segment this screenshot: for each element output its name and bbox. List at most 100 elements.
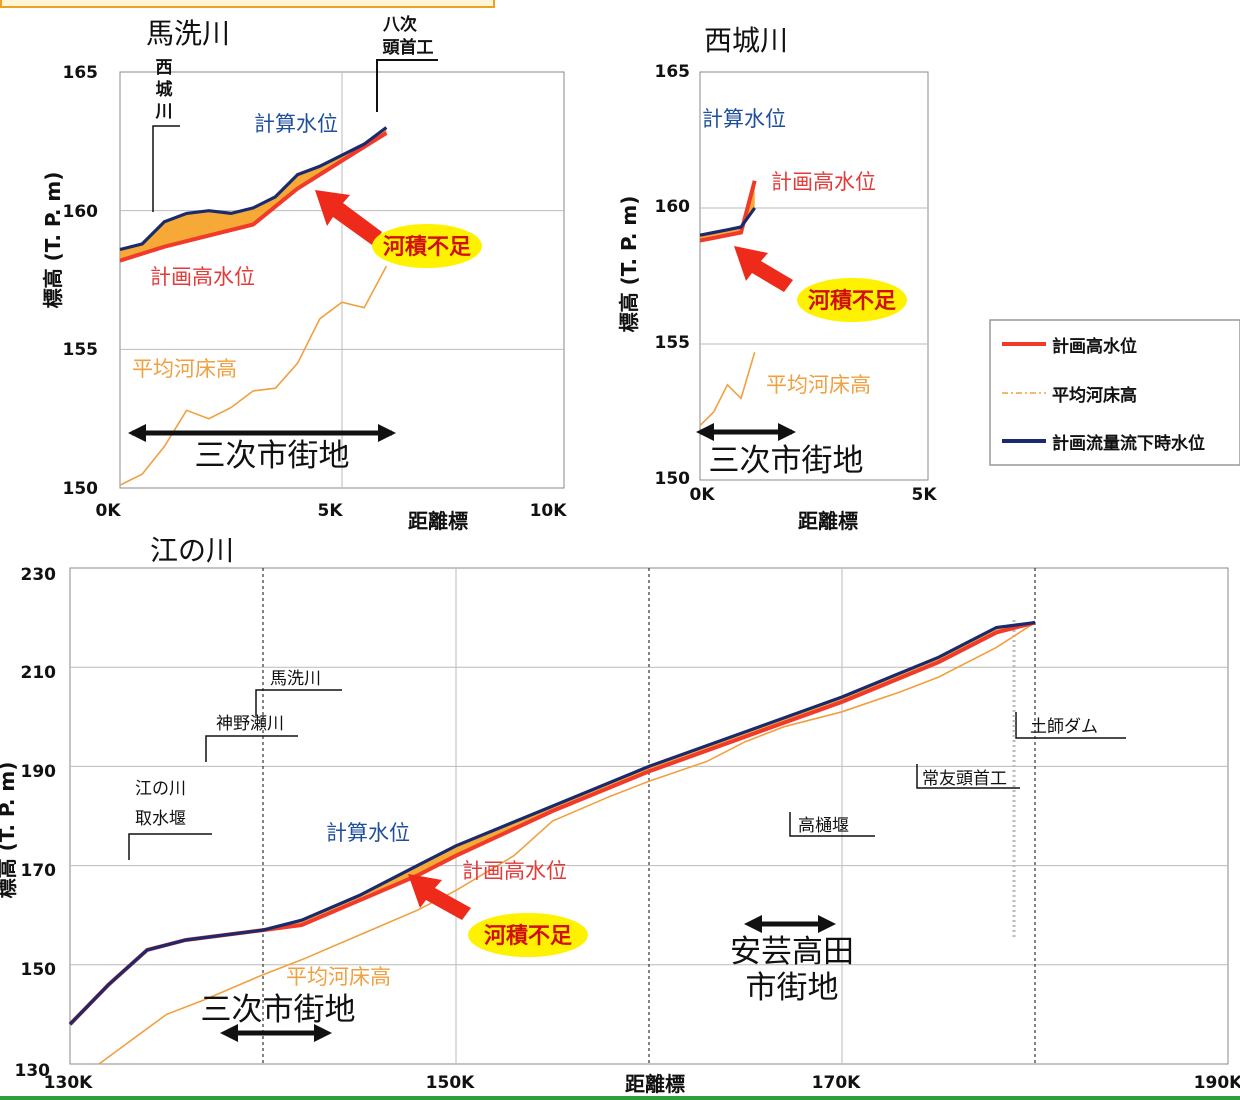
basen-marker [255, 689, 342, 716]
chart3-ytick: 210 [21, 663, 57, 683]
chart3-xtick: 150K [426, 1073, 475, 1093]
chart-gonokawa: 江の川 230 210 190 170 150 130 130K 150K 17… [0, 534, 1240, 1096]
chart2-bed-label: 平均河床高 [766, 373, 871, 397]
chart2-ytick: 160 [655, 197, 691, 217]
chart3-shortage-badge [468, 913, 588, 957]
haji-label: 土師ダム [1030, 717, 1098, 737]
chart2-district-label: 三次市街地 [709, 443, 864, 479]
chart1-ytick: 155 [63, 340, 99, 360]
chart1-junction-label: 西 [156, 58, 173, 78]
chart2-xtick: 5K [911, 485, 937, 505]
chart3-miyoshi-arrowhead [314, 1024, 332, 1042]
intake-weir-label: 江の川 [135, 779, 186, 799]
chart2-title: 西城川 [704, 24, 788, 57]
chart3-akitakata-arrowhead [818, 915, 836, 933]
chart3-xtick: 170K [812, 1073, 861, 1093]
chart1-ytick: 165 [63, 63, 99, 83]
chart1-junction-label: 川 [155, 102, 173, 122]
chart2-shortage-arrow [734, 246, 793, 292]
chart1-district-label: 三次市街地 [195, 438, 350, 474]
chart3-xlabel: 距離標 [625, 1072, 685, 1096]
chart1-ylabel: 標高 (T. P. m) [41, 172, 65, 309]
chart1-xtick: 10K [530, 501, 568, 521]
series-plan-line [68, 620, 1036, 1026]
chart1-weir-marker [376, 59, 438, 112]
chart3-calc-label: 計算水位 [326, 821, 410, 845]
chart3-xtick: 190K [1194, 1073, 1240, 1093]
chart2-xtick: 0K [689, 485, 715, 505]
chart3-ytick: 150 [21, 960, 57, 980]
chart3-ytick: 170 [21, 861, 57, 881]
series-bed-line [98, 621, 1036, 1065]
legend-label-plan: 計画高水位 [1052, 336, 1137, 357]
chart3-plan-label: 計画高水位 [462, 859, 567, 883]
series-bed-line [699, 351, 756, 427]
chart3-ytick: 190 [21, 762, 57, 782]
chart2-shortage-label: 河積不足 [808, 289, 896, 314]
series-plan-line [119, 131, 388, 263]
chart1-district-arrowhead [378, 424, 396, 442]
chart3-akitakata-label: 市街地 [746, 970, 839, 1006]
chart1-bed-label: 平均河床高 [132, 357, 237, 381]
basen-label: 馬洗川 [270, 669, 321, 689]
series-bed-line [119, 265, 388, 486]
chart3-akitakata-arrowhead [744, 915, 762, 933]
chart2-district-arrowhead [696, 423, 714, 441]
chart1-title: 馬洗川 [146, 17, 230, 50]
chart2-calc-label: 計算水位 [702, 107, 786, 131]
legend-label-bed: 平均河床高 [1052, 385, 1137, 406]
chart1-district-arrowhead [128, 424, 146, 442]
series-calc-line [68, 621, 1036, 1026]
chart1-junction-label: 城 [156, 80, 173, 100]
kannose-label: 神野瀬川 [216, 714, 284, 734]
chart-basen: 馬洗川 165 160 155 150 0K 5K 10K 距離標 標高 (T.… [41, 14, 567, 533]
chart1-xtick: 5K [317, 501, 343, 521]
kannose-marker [205, 735, 298, 762]
chart1-junction-marker [152, 125, 180, 212]
chart3-shortage-arrow [408, 874, 471, 920]
chart1-xlabel: 距離標 [408, 509, 468, 533]
chart3-shortage-label: 河積不足 [484, 924, 572, 949]
chart1-xtick: 0K [95, 501, 121, 521]
chart2-ytick: 150 [655, 469, 691, 489]
chart3-xtick: 130K [44, 1073, 93, 1093]
tsunetomo-marker [916, 764, 1020, 789]
chart2-ytick: 155 [655, 333, 691, 353]
chart1-calc-label: 計算水位 [254, 112, 338, 136]
chart1-plan-label: 計画高水位 [150, 265, 255, 289]
legend: 計画高水位 平均河床高 計画流量流下時水位 [989, 319, 1240, 466]
chart3-ytick: 130 [15, 1061, 51, 1081]
chart3-miyoshi-arrowhead [220, 1024, 238, 1042]
chart1-shortage-label: 河積不足 [383, 235, 471, 260]
chart2-frame [699, 71, 929, 481]
chart1-weir-label: 八次 [383, 14, 417, 35]
takahi-marker [789, 812, 875, 837]
chart3-akitakata-label: 安芸高田 [730, 934, 854, 970]
header-frame [0, 0, 495, 8]
chart2-district-arrowhead [778, 423, 796, 441]
haji-marker [1015, 712, 1126, 739]
chart-saijo: 西城川 165 160 155 150 0K 5K 距離標 標高 (T. P. … [617, 24, 937, 533]
chart3-title: 江の川 [150, 534, 234, 567]
chart3-ylabel: 標高 (T. P. m) [0, 762, 19, 899]
chart2-ytick: 165 [655, 62, 691, 82]
shortage-area [120, 127, 387, 261]
chart1-weir-label: 頭首工 [383, 37, 434, 58]
footer-bar [0, 1096, 1240, 1100]
chart2-ylabel: 標高 (T. P. m) [617, 196, 641, 333]
chart3-ytick: 230 [21, 565, 57, 585]
chart1-ytick: 160 [63, 202, 99, 222]
chart1-shortage-arrow [315, 190, 382, 245]
series-calc-line [119, 126, 388, 252]
chart2-shortage-badge [797, 278, 907, 322]
series-calc-line [699, 207, 756, 237]
intake-weir-marker [128, 833, 212, 860]
intake-weir-label: 取水堰 [135, 809, 186, 829]
legend-label-calc: 計画流量流下時水位 [1052, 433, 1205, 454]
chart1-shortage-badge [372, 224, 482, 268]
chart1-ytick: 150 [63, 479, 99, 499]
series-plan-line [699, 180, 757, 243]
tsunetomo-label: 常友頭首工 [922, 769, 1007, 789]
chart2-plan-label: 計画高水位 [771, 170, 876, 194]
